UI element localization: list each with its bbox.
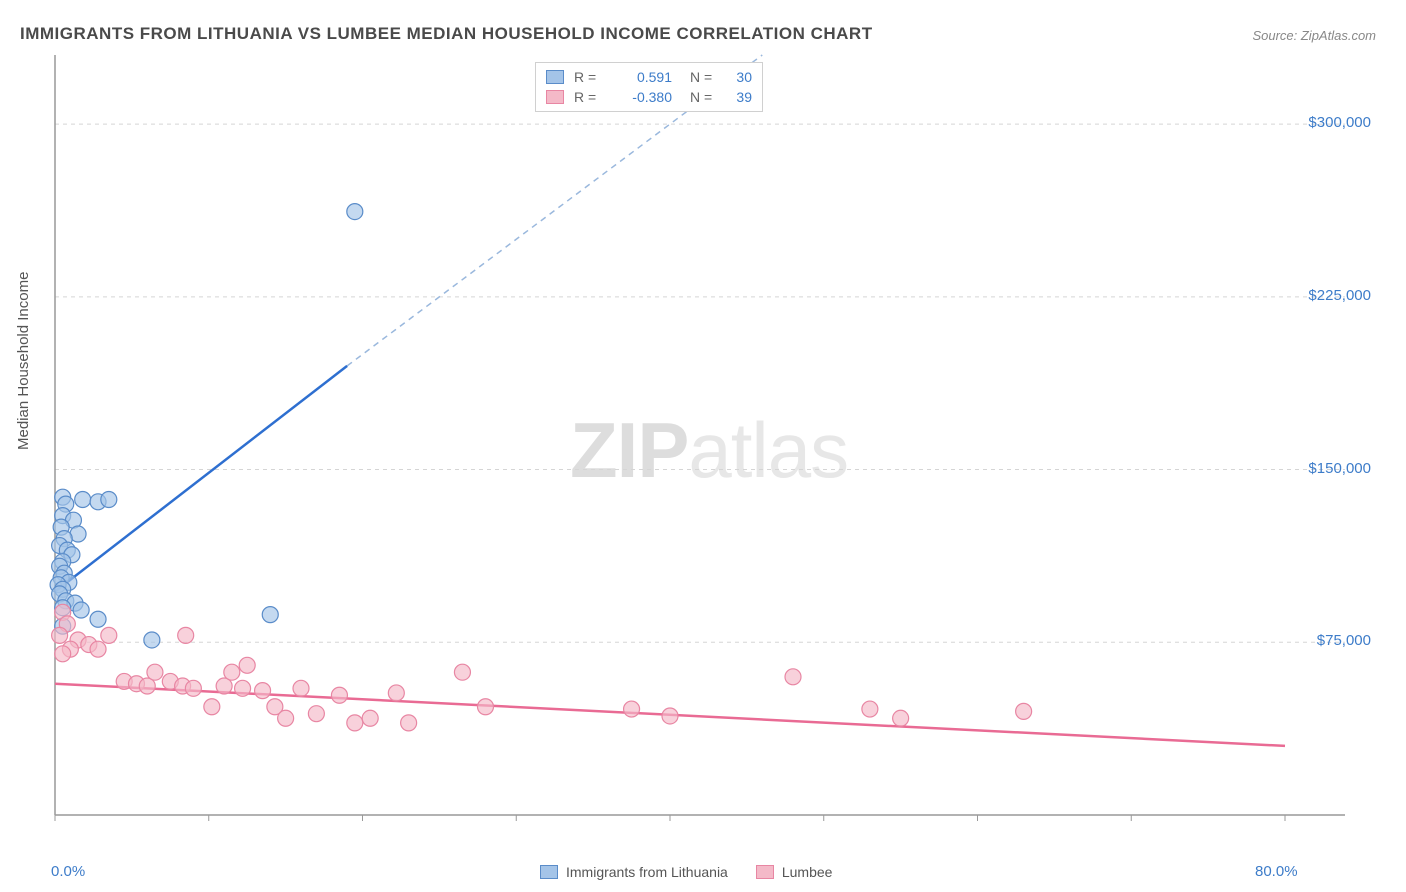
legend-row-series2: R = -0.380 N = 39 [546, 87, 752, 107]
y-tick-label: $150,000 [1308, 460, 1371, 477]
y-tick-label: $225,000 [1308, 287, 1371, 304]
series1-label: Immigrants from Lithuania [566, 864, 728, 880]
series2-label: Lumbee [782, 864, 833, 880]
x-tick-label: 80.0% [1255, 863, 1298, 880]
swatch-series2 [756, 865, 774, 879]
n-label: N = [690, 89, 714, 105]
swatch-series1 [540, 865, 558, 879]
r-value-series2: -0.380 [612, 89, 672, 105]
legend-row-series1: R = 0.591 N = 30 [546, 67, 752, 87]
n-label: N = [690, 69, 714, 85]
correlation-chart [0, 0, 1406, 892]
x-tick-label: 0.0% [51, 863, 85, 880]
swatch-series1 [546, 70, 564, 84]
legend-item-series1: Immigrants from Lithuania [540, 864, 728, 880]
y-tick-label: $75,000 [1317, 632, 1371, 649]
series-legend: Immigrants from Lithuania Lumbee [540, 864, 832, 880]
legend-item-series2: Lumbee [756, 864, 833, 880]
r-label: R = [574, 89, 602, 105]
n-value-series2: 39 [724, 89, 752, 105]
y-tick-label: $300,000 [1308, 114, 1371, 131]
r-label: R = [574, 69, 602, 85]
correlation-legend: R = 0.591 N = 30 R = -0.380 N = 39 [535, 62, 763, 112]
n-value-series1: 30 [724, 69, 752, 85]
swatch-series2 [546, 90, 564, 104]
r-value-series1: 0.591 [612, 69, 672, 85]
